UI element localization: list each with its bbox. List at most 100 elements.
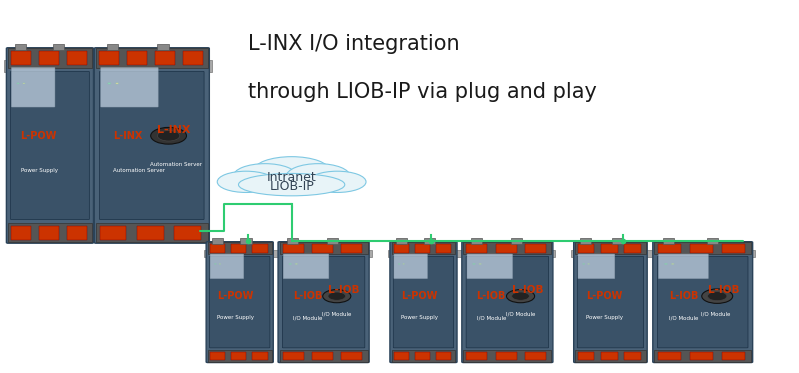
FancyBboxPatch shape [467,254,513,279]
Text: L-POW: L-POW [21,131,57,141]
FancyBboxPatch shape [436,244,451,253]
FancyBboxPatch shape [174,226,201,239]
FancyBboxPatch shape [210,244,225,253]
FancyBboxPatch shape [574,242,647,363]
Circle shape [157,131,180,141]
FancyBboxPatch shape [280,350,368,362]
Ellipse shape [286,164,350,189]
FancyBboxPatch shape [280,242,368,254]
Circle shape [328,292,345,300]
FancyBboxPatch shape [394,244,409,253]
FancyBboxPatch shape [390,242,457,363]
Text: Power Supply: Power Supply [401,315,438,320]
FancyBboxPatch shape [96,48,208,68]
FancyBboxPatch shape [341,244,362,253]
Circle shape [473,263,475,264]
Circle shape [219,263,221,264]
FancyBboxPatch shape [467,352,487,360]
Circle shape [512,292,530,300]
FancyBboxPatch shape [67,226,87,239]
Circle shape [582,263,585,264]
Circle shape [403,263,404,264]
FancyBboxPatch shape [107,44,118,50]
FancyBboxPatch shape [67,51,87,65]
Text: Automation Server: Automation Server [149,162,201,167]
FancyBboxPatch shape [99,51,119,65]
FancyBboxPatch shape [601,352,618,360]
FancyBboxPatch shape [722,244,745,253]
FancyBboxPatch shape [658,256,748,348]
Circle shape [151,128,186,144]
Text: L-POW: L-POW [586,291,622,301]
Text: through LIOB-IP via plug and play: through LIOB-IP via plug and play [248,82,597,102]
FancyBboxPatch shape [210,254,244,279]
FancyBboxPatch shape [654,242,751,254]
Text: I/O Module: I/O Module [506,311,535,317]
FancyBboxPatch shape [471,238,483,244]
Circle shape [323,289,351,303]
FancyBboxPatch shape [212,238,223,244]
FancyBboxPatch shape [126,51,146,65]
Text: L-IOB: L-IOB [328,285,360,295]
FancyBboxPatch shape [10,226,30,239]
FancyBboxPatch shape [4,60,212,72]
FancyBboxPatch shape [436,352,451,360]
FancyBboxPatch shape [100,226,126,239]
FancyBboxPatch shape [495,244,517,253]
Circle shape [665,263,667,264]
Text: L-IOB: L-IOB [476,291,506,301]
FancyBboxPatch shape [15,44,26,50]
FancyBboxPatch shape [663,238,674,244]
FancyBboxPatch shape [415,352,430,360]
FancyBboxPatch shape [94,48,209,243]
Text: L-INX I/O integration: L-INX I/O integration [248,34,459,54]
Text: I/O Module: I/O Module [476,315,506,320]
FancyBboxPatch shape [6,48,93,243]
FancyBboxPatch shape [101,68,158,107]
FancyBboxPatch shape [137,226,164,239]
Text: L-INX: L-INX [113,131,142,141]
Circle shape [507,289,535,303]
FancyBboxPatch shape [204,250,372,257]
Circle shape [116,83,119,84]
FancyBboxPatch shape [312,244,333,253]
FancyBboxPatch shape [8,48,92,68]
Circle shape [479,263,482,264]
FancyBboxPatch shape [231,244,246,253]
FancyBboxPatch shape [388,250,555,257]
FancyBboxPatch shape [495,352,517,360]
FancyBboxPatch shape [209,256,270,348]
FancyBboxPatch shape [341,352,362,360]
FancyBboxPatch shape [580,238,591,244]
Circle shape [214,263,217,264]
FancyBboxPatch shape [393,256,454,348]
Ellipse shape [217,171,275,192]
Text: L-IOB: L-IOB [669,291,698,301]
FancyBboxPatch shape [283,244,304,253]
FancyBboxPatch shape [284,254,329,279]
FancyBboxPatch shape [658,254,709,279]
FancyBboxPatch shape [707,238,718,244]
Text: L-IOB: L-IOB [708,285,739,295]
FancyBboxPatch shape [511,238,522,244]
Circle shape [708,292,727,301]
FancyBboxPatch shape [252,244,268,253]
FancyBboxPatch shape [38,51,59,65]
FancyBboxPatch shape [38,226,59,239]
FancyBboxPatch shape [525,352,546,360]
FancyBboxPatch shape [571,250,755,257]
Text: I/O Module: I/O Module [669,315,698,320]
FancyBboxPatch shape [578,254,614,279]
FancyBboxPatch shape [601,244,618,253]
FancyBboxPatch shape [278,242,369,363]
FancyBboxPatch shape [282,256,365,348]
Text: I/O Module: I/O Module [322,311,352,317]
FancyBboxPatch shape [467,244,487,253]
FancyBboxPatch shape [462,242,553,363]
FancyBboxPatch shape [463,242,551,254]
FancyBboxPatch shape [157,44,169,50]
FancyBboxPatch shape [578,256,643,348]
FancyBboxPatch shape [206,242,273,363]
FancyBboxPatch shape [658,244,681,253]
FancyBboxPatch shape [252,352,268,360]
